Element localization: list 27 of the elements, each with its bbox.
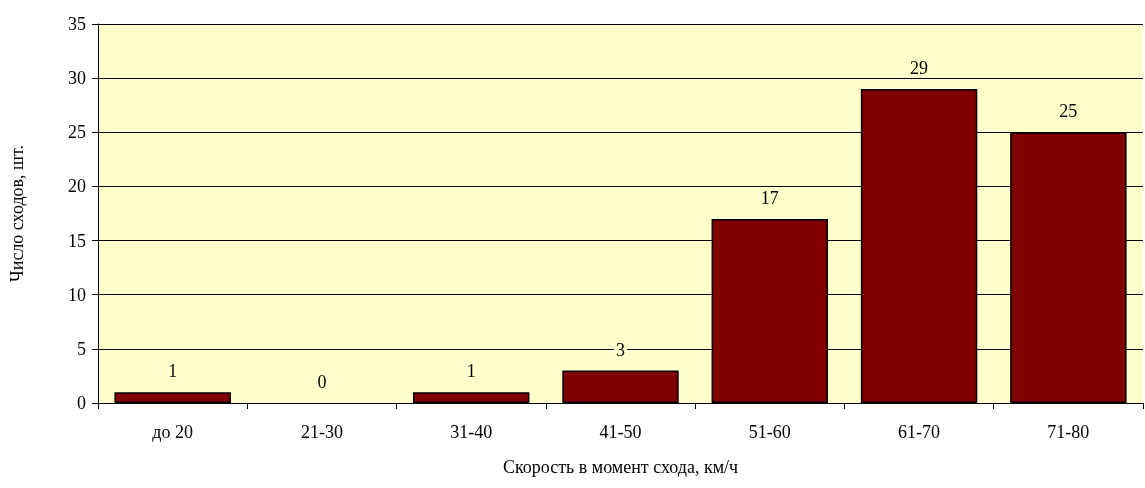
data-label: 3 [616, 339, 625, 360]
y-tick-label: 20 [68, 176, 86, 197]
bar [114, 392, 231, 403]
x-tick-label: до 20 [152, 422, 193, 442]
data-label: 1 [466, 361, 476, 382]
data-label: 29 [910, 57, 929, 78]
y-tick-label: 5 [77, 338, 86, 359]
y-tick-label: 15 [68, 230, 86, 251]
x-tick-label: 51-60 [748, 422, 791, 442]
x-tick-label: 71-80 [1047, 422, 1090, 442]
bar [562, 370, 679, 403]
x-tick-label: 41-50 [599, 422, 642, 442]
data-label: 25 [1059, 101, 1078, 122]
y-tick-label: 35 [68, 14, 86, 34]
data-label: 17 [760, 187, 779, 208]
x-tick-label: 21-30 [300, 422, 343, 442]
y-tick-label: 10 [68, 284, 86, 305]
x-axis-title: Скорость в момент схода, км/ч [502, 457, 739, 477]
y-tick-label: 25 [68, 122, 86, 143]
data-label: 1 [168, 361, 178, 382]
bar [412, 392, 530, 403]
x-tick-label: 31-40 [450, 422, 493, 442]
x-tick-label: 61-70 [898, 422, 941, 442]
data-label: 0 [317, 372, 327, 392]
y-tick-label: 0 [77, 393, 86, 413]
y-tick-label: 30 [68, 68, 86, 89]
y-axis-title: Число сходов, шт. [7, 145, 27, 282]
